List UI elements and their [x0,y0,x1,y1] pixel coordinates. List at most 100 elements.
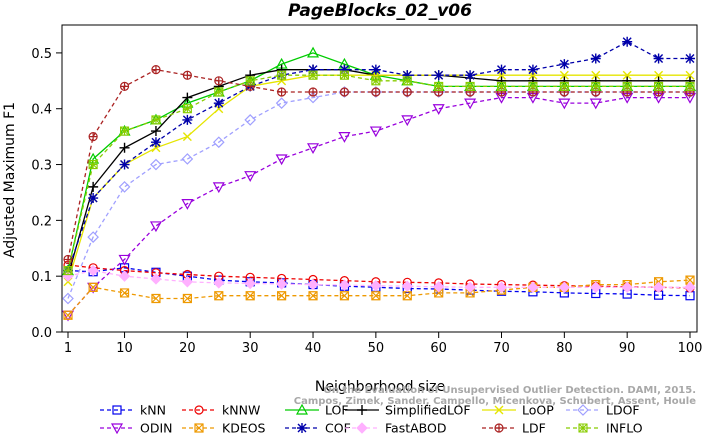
y-tick-label-1: 0.1 [31,270,52,285]
legend-label-LDF: LDF [522,421,546,434]
point-LDF-0 [63,254,73,265]
point-ODIN-11 [401,115,414,127]
legend-marker-FastABOD [356,422,368,434]
point-FastABOD-19 [652,281,665,294]
point-KDEOS-2 [119,288,130,298]
point-SimplifiedLOF-3 [150,126,161,137]
point-ODIN-2 [118,254,131,266]
point-KDEOS-1 [88,282,98,292]
point-COF-16 [559,59,570,70]
point-KDEOS-5 [214,291,224,301]
legend-label-ODIN: ODIN [140,421,173,434]
point-INFLO-4 [182,104,192,114]
legend-marker-LOF [295,403,309,415]
legend-item-KDEOS: KDEOS [182,421,266,434]
y-tick-label-0: 0.0 [31,326,52,341]
point-ODIN-5 [212,182,225,194]
point-ODIN-3 [149,221,162,233]
point-ODIN-7 [275,154,288,166]
point-FastABOD-12 [432,281,445,293]
point-KDEOS-0 [63,310,73,320]
point-LoOP-20 [685,70,695,80]
point-COF-15 [527,64,538,75]
series-LoOP [63,70,695,287]
point-LoOP-17 [591,70,601,80]
legend-item-FastABOD: FastABOD [345,421,447,434]
legend-label-SimplifiedLOF: SimplifiedLOF [385,403,471,418]
series-LDF [63,65,695,265]
point-COF-3 [150,137,161,148]
legend-marker-ODIN [110,423,124,434]
watermark: On the Evaluation of Unsupervised Outlie… [294,385,696,407]
point-COF-13 [465,70,476,81]
point-LDOF-2 [118,181,131,193]
x-tick-label-0: 1 [64,341,72,356]
point-KDEOS-20 [685,275,695,285]
point-INFLO-8 [308,70,318,80]
x-tick-label-10: 100 [678,341,702,356]
point-LoOP-4 [182,132,192,142]
point-COF-4 [182,114,193,125]
point-SimplifiedLOF-2 [119,142,130,153]
legend-item-kNN: kNN [100,403,166,418]
axes: 1 10 20 30 40 50 60 70 80 90 100 0.0 0.1 0.2 0.3 0.4 0.5 [31,47,702,356]
y-tick-label-5: 0.5 [31,47,52,62]
point-COF-9 [339,64,350,75]
legend-marker-SimplifiedLOF [357,405,367,415]
point-LoOP-16 [559,70,569,80]
point-FastABOD-14 [495,281,508,294]
point-INFLO-19 [654,81,664,91]
legend: kNN kNNW LOF SimplifiedLOF LoOP LDOF ODIN KDEOS… [100,403,643,434]
point-KDEOS-9 [339,291,350,301]
y-tick-label-4: 0.4 [31,103,52,118]
chart-title: PageBlocks_02_v06 [288,1,472,21]
point-INFLO-15 [528,81,538,91]
point-KDEOS-6 [245,291,255,301]
point-ODIN-16 [558,98,571,110]
point-FastABOD-3 [150,273,162,285]
legend-label-COF: COF [325,421,351,434]
point-LDOF-0 [62,292,74,305]
legend-item-COF: COF [285,421,351,434]
point-LDF-4 [182,70,192,80]
point-INFLO-1 [88,159,98,170]
legend-label-kNN: kNN [140,403,166,418]
point-INFLO-7 [277,70,287,80]
point-COF-2 [119,159,130,170]
point-KDEOS-4 [182,293,192,304]
point-INFLO-20 [685,81,695,91]
point-ODIN-9 [338,132,351,143]
point-INFLO-11 [402,76,412,86]
point-ODIN-13 [464,98,477,110]
point-COF-20 [685,53,695,64]
point-LDF-3 [151,65,161,75]
point-FastABOD-18 [621,281,633,294]
y-axis-label: Adjusted Maximum F1 [2,102,18,258]
point-LDOF-4 [181,153,194,165]
x-tick-label-5: 50 [368,341,385,356]
series-layer [61,36,697,322]
point-SimplifiedLOF-1 [88,181,99,192]
legend-marker-LDF [494,423,504,433]
legend-item-INFLO: INFLO [566,421,643,434]
watermark-line-2: Campos, Zimek, Sander, Campello, Micenko… [294,396,696,407]
point-FastABOD-10 [370,279,382,292]
legend-marker-kNNW [194,405,204,415]
point-ODIN-10 [369,126,382,138]
point-INFLO-0 [63,266,73,276]
series-line-ODIN [67,96,690,316]
point-FastABOD-9 [338,279,351,291]
point-COF-19 [653,53,664,64]
point-LDOF-3 [150,158,162,171]
point-KDEOS-3 [151,293,161,304]
x-axis-label: Neighborhood size [315,379,445,395]
legend-label-KDEOS: KDEOS [222,421,266,434]
point-FastABOD-7 [275,278,288,290]
point-LDOF-7 [275,97,288,109]
point-FastABOD-16 [558,281,571,294]
point-INFLO-3 [151,115,161,125]
point-KDEOS-7 [277,291,287,301]
point-ODIN-17 [589,98,602,110]
x-tick-label-4: 40 [305,341,322,356]
